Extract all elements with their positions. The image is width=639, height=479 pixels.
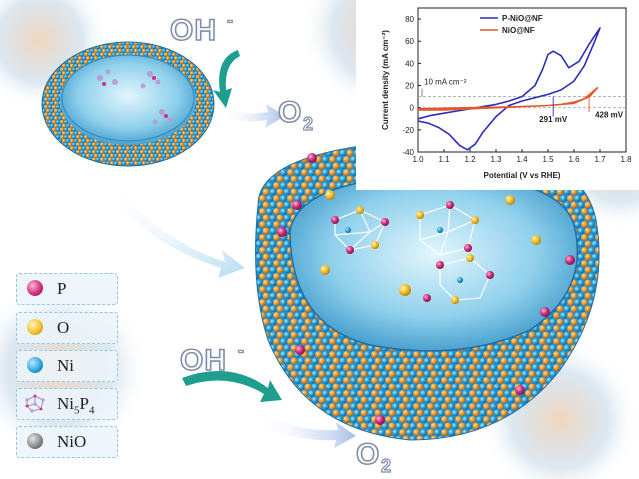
top-ion-charge: - xyxy=(226,9,233,30)
x-tick-label: 1.7 xyxy=(594,155,606,164)
legend-label: NiO xyxy=(57,432,87,451)
large-hollow-hemisphere xyxy=(255,139,600,441)
legend-label-ni5p4: Ni5P4 xyxy=(57,394,95,417)
bottom-product-label: O xyxy=(355,437,381,472)
x-tick-label: 1.6 xyxy=(568,155,580,164)
x-tick-label: 1.3 xyxy=(490,155,502,164)
legend-item-p: P xyxy=(16,273,118,305)
y-tick-label: -20 xyxy=(402,126,414,135)
legend-label: Ni xyxy=(57,356,74,375)
annotation-reference: 10 mA cm⁻² xyxy=(424,78,467,87)
bottom-ion-charge: - xyxy=(237,339,244,360)
o-atom-icon xyxy=(27,319,43,335)
x-tick-label: 1.2 xyxy=(464,155,476,164)
ni-atom-icon xyxy=(27,357,43,373)
top-product-label: O xyxy=(277,95,303,130)
top-product-subscript: 2 xyxy=(302,113,314,134)
y-tick-label: 0 xyxy=(410,104,415,113)
x-tick-label: 1.8 xyxy=(620,155,632,164)
y-tick-label: 60 xyxy=(405,37,414,46)
lsv-chart-svg: 1.0 1.1 1.2 1.3 1.4 1.5 1.6 1.7 1.8 -40 -20 0 20 40 60… xyxy=(381,7,632,180)
bottom-product-subscript: 2 xyxy=(380,455,392,476)
x-axis-label: Potential (V vs RHE) xyxy=(484,171,561,180)
legend-item-nio: NiO xyxy=(16,426,118,458)
annotation-overpotential-2: 428 mV xyxy=(595,111,624,120)
nio-sphere-icon xyxy=(27,433,43,449)
series-line-1 xyxy=(417,27,601,151)
x-tick-label: 1.1 xyxy=(438,155,450,164)
x-tick-label: 1.4 xyxy=(516,155,528,164)
y-tick-label: 40 xyxy=(405,59,414,68)
y-tick-label: 80 xyxy=(405,15,414,24)
x-tick-label: 1.5 xyxy=(542,155,554,164)
legend-label: O xyxy=(57,318,70,337)
legend-item-ni5p4: Ni5P4 xyxy=(16,388,118,420)
series-line-2 xyxy=(417,87,599,111)
legend-item-ni: Ni xyxy=(16,350,118,382)
legend-label: P xyxy=(57,279,67,298)
ni5p4-lattice-icon xyxy=(25,394,45,413)
p-atom-icon xyxy=(27,280,43,296)
y-tick-label: -40 xyxy=(402,148,414,157)
annotation-overpotential-1: 291 mV xyxy=(539,115,568,124)
top-ion-label: OH xyxy=(169,13,217,48)
lsv-chart: 1.0 1.1 1.2 1.3 1.4 1.5 1.6 1.7 1.8 -40 -20 0 20 40 60… xyxy=(356,0,639,190)
small-hollow-sphere xyxy=(41,41,215,167)
bottom-ion-label: OH xyxy=(179,343,227,378)
y-axis-label: Current density (mA cm⁻²) xyxy=(381,30,390,130)
y-tick-label: 20 xyxy=(405,82,414,91)
legend-entry: NiO@NF xyxy=(502,26,535,35)
x-tick-label: 1.0 xyxy=(412,155,424,164)
legend-entry: P-NiO@NF xyxy=(502,14,543,23)
legend-item-o: O xyxy=(16,312,118,344)
